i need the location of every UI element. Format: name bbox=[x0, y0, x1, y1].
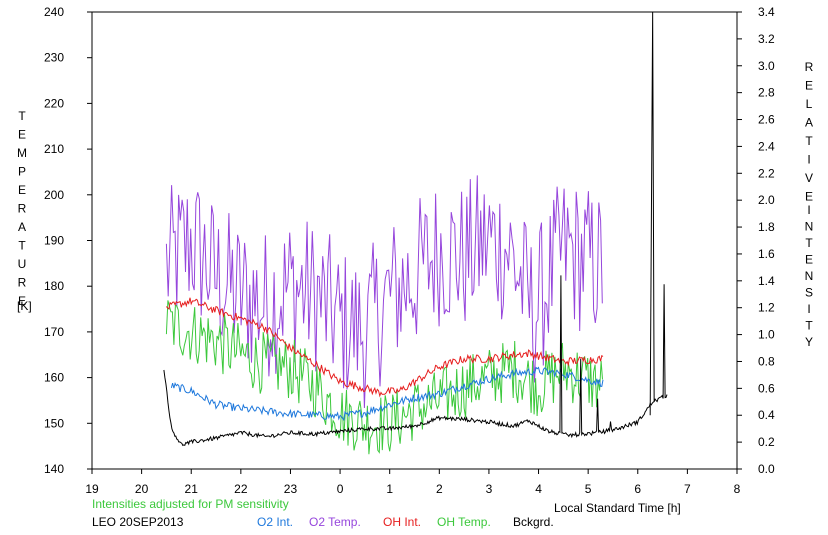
right-axis-letter: I bbox=[807, 203, 810, 217]
right-tick-label: 1.4 bbox=[758, 274, 775, 288]
x-tick-label: 4 bbox=[535, 482, 542, 496]
right-axis-letter: L bbox=[806, 97, 813, 111]
x-tick-label: 21 bbox=[185, 482, 199, 496]
x-tick-label: 2 bbox=[436, 482, 443, 496]
left-axis-letter: M bbox=[17, 146, 27, 160]
left-tick-label: 170 bbox=[44, 325, 64, 339]
legend: O2 Int. O2 Temp. OH Int. OH Temp. Bckgrd. bbox=[257, 515, 554, 529]
left-axis-letter: U bbox=[18, 257, 27, 271]
left-tick-label: 190 bbox=[44, 234, 64, 248]
right-axis-letter: N bbox=[805, 269, 814, 283]
legend-bckgrd: Bckgrd. bbox=[513, 515, 554, 529]
right-axis-letter: R bbox=[805, 60, 814, 74]
right-tick-label: 0.8 bbox=[758, 354, 775, 368]
left-axis-letter: E bbox=[18, 294, 26, 308]
left-axis-letter: P bbox=[18, 165, 26, 179]
x-tick-label: 23 bbox=[284, 482, 298, 496]
right-axis-letter: T bbox=[805, 134, 813, 148]
series-layer bbox=[163, 11, 668, 455]
right-axis-letter: E bbox=[805, 190, 813, 204]
left-axis-letter: R bbox=[18, 276, 27, 290]
legend-o2-temp: O2 Temp. bbox=[309, 515, 361, 529]
x-tick-label: 22 bbox=[234, 482, 248, 496]
x-tick-label: 5 bbox=[585, 482, 592, 496]
bckgrd-series-line bbox=[163, 275, 668, 447]
left-axis-letter: A bbox=[18, 220, 26, 234]
right-axis-letter: I bbox=[807, 153, 810, 167]
right-tick-label: 1.6 bbox=[758, 247, 775, 261]
oh-temp-series-line bbox=[165, 300, 603, 455]
left-tick-label: 210 bbox=[44, 142, 64, 156]
right-axis-letter: A bbox=[805, 116, 813, 130]
right-tick-label: 3.2 bbox=[758, 32, 775, 46]
left-tick-label: 150 bbox=[44, 416, 64, 430]
right-tick-label: 2.4 bbox=[758, 139, 775, 153]
right-tick-label: 0.4 bbox=[758, 408, 775, 422]
right-axis-letter: E bbox=[805, 79, 813, 93]
right-tick-label: 0.6 bbox=[758, 381, 775, 395]
right-axis-letter: V bbox=[805, 171, 813, 185]
right-axis-letter: I bbox=[807, 302, 810, 316]
right-tick-label: 1.8 bbox=[758, 220, 775, 234]
x-tick-label: 7 bbox=[684, 482, 691, 496]
x-tick-label: 1 bbox=[386, 482, 393, 496]
right-tick-label: 2.6 bbox=[758, 113, 775, 127]
right-axis-letter: T bbox=[805, 236, 813, 250]
left-axis-letter: T bbox=[18, 109, 26, 123]
right-axis-letter: N bbox=[805, 220, 814, 234]
x-tick-label: 6 bbox=[634, 482, 641, 496]
left-axis-letter: R bbox=[18, 202, 27, 216]
x-tick-label: 19 bbox=[85, 482, 99, 496]
right-tick-label: 3.0 bbox=[758, 59, 775, 73]
right-axis-letter: S bbox=[805, 286, 813, 300]
x-tick-label: 3 bbox=[486, 482, 493, 496]
right-tick-label: 0.2 bbox=[758, 435, 775, 449]
left-tick-label: 220 bbox=[44, 96, 64, 110]
right-axis-letter: Y bbox=[805, 335, 813, 349]
x-tick-label: 0 bbox=[337, 482, 344, 496]
legend-oh-temp: OH Temp. bbox=[437, 515, 491, 529]
right-tick-label: 2.0 bbox=[758, 193, 775, 207]
bckgrd-spike bbox=[649, 11, 655, 416]
right-tick-label: 2.8 bbox=[758, 86, 775, 100]
footnote: Intensities adjusted for PM sensitivity bbox=[92, 497, 289, 511]
x-tick-label: 20 bbox=[135, 482, 149, 496]
o2-temp-series-line bbox=[165, 175, 603, 409]
right-tick-label: 1.0 bbox=[758, 328, 775, 342]
axis-layer: 19 20 21 22 23 0 1 2 3 4 5 6 7 8140150160170180190200… bbox=[44, 5, 775, 496]
oh-int-series-line bbox=[166, 297, 604, 398]
right-axis-letter: T bbox=[805, 319, 813, 333]
left-axis-letter: E bbox=[18, 183, 26, 197]
left-tick-label: 240 bbox=[44, 5, 64, 19]
o2-int-series-line bbox=[170, 366, 604, 421]
legend-oh-int: OH Int. bbox=[383, 515, 421, 529]
right-axis-letter: E bbox=[805, 253, 813, 267]
left-tick-label: 230 bbox=[44, 51, 64, 65]
right-tick-label: 2.2 bbox=[758, 166, 775, 180]
right-tick-label: 3.4 bbox=[758, 5, 775, 19]
legend-o2-int: O2 Int. bbox=[257, 515, 293, 529]
x-tick-label: 8 bbox=[734, 482, 741, 496]
right-tick-label: 1.2 bbox=[758, 301, 775, 315]
left-tick-label: 160 bbox=[44, 371, 64, 385]
station-date: LEO 20SEP2013 bbox=[92, 515, 184, 529]
right-tick-label: 0.0 bbox=[758, 462, 775, 476]
x-axis-title: Local Standard Time [h] bbox=[554, 501, 681, 515]
left-tick-label: 140 bbox=[44, 462, 64, 476]
left-axis-letter: T bbox=[18, 239, 26, 253]
left-tick-label: 180 bbox=[44, 279, 64, 293]
left-axis-letter: E bbox=[18, 128, 26, 142]
left-tick-label: 200 bbox=[44, 188, 64, 202]
left-axis-unit: [K] bbox=[17, 299, 32, 313]
